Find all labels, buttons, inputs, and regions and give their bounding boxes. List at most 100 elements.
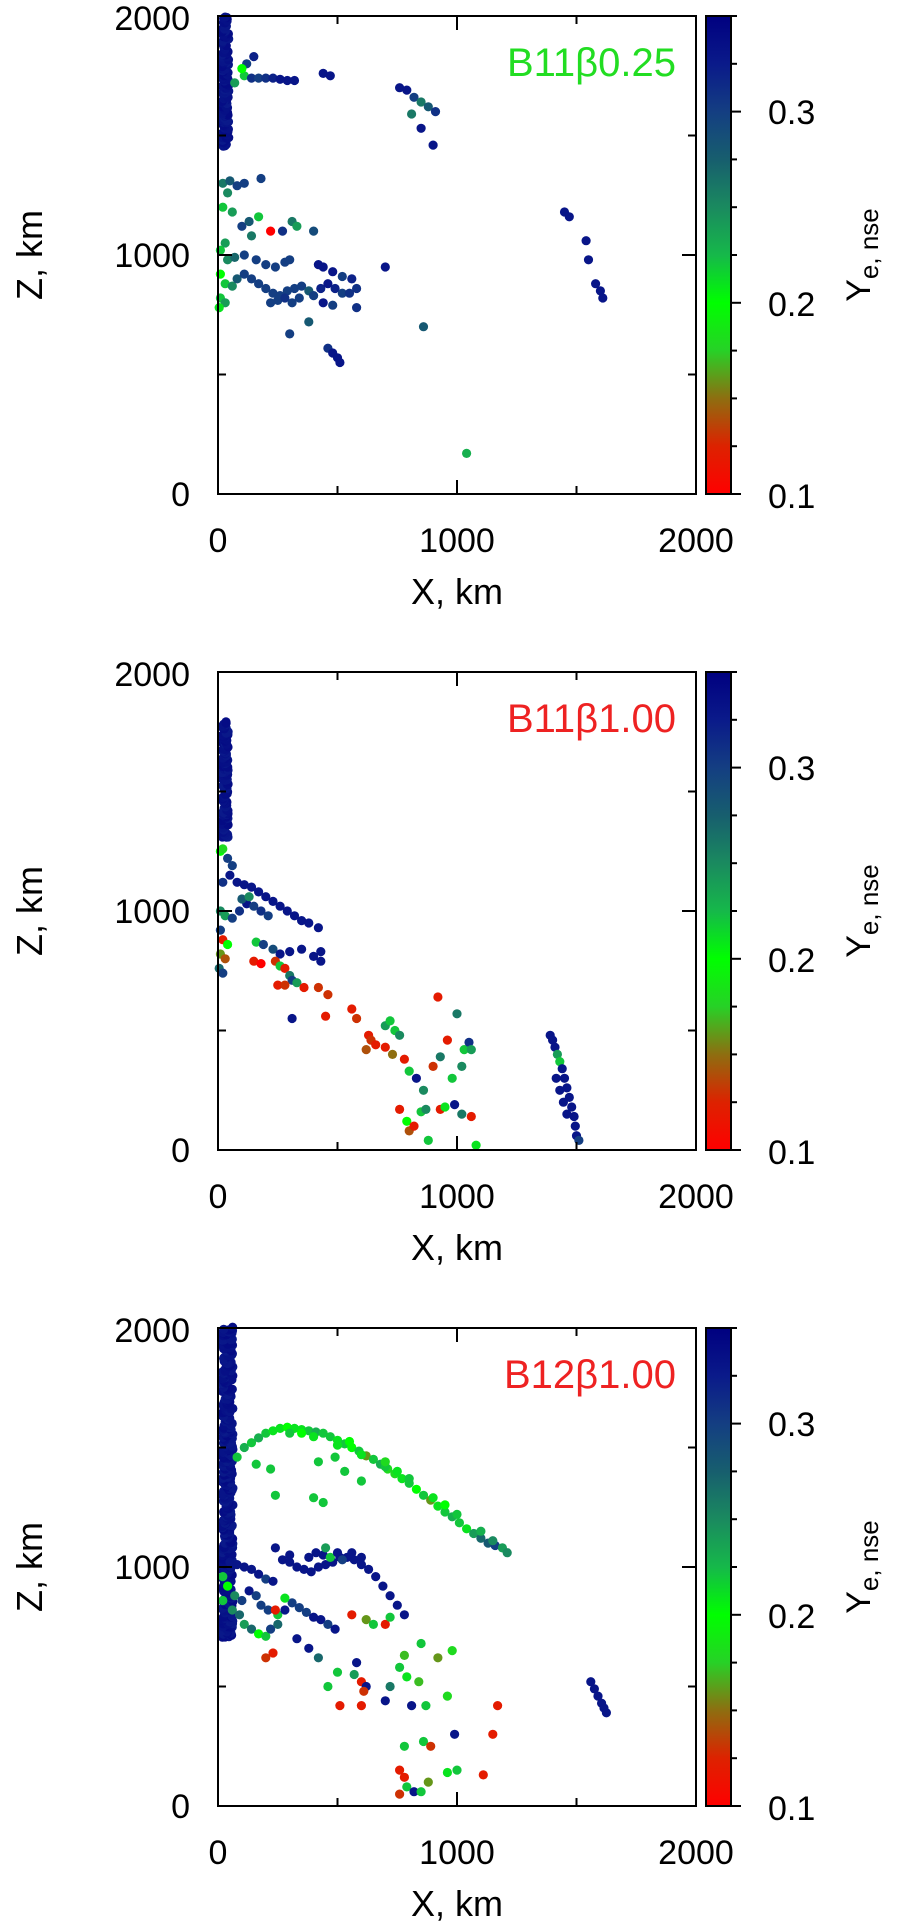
data-point [442, 1035, 452, 1045]
data-point [411, 1073, 421, 1083]
data-point [232, 1560, 242, 1570]
data-point [591, 279, 601, 289]
data-point [263, 1605, 273, 1615]
data-point [581, 236, 591, 246]
data-point [268, 944, 278, 954]
data-point [428, 1493, 438, 1503]
data-point [402, 1672, 412, 1682]
data-point [418, 322, 429, 332]
data-point [402, 1782, 412, 1792]
data-point [280, 1593, 290, 1603]
colorbar-tick-label: 0.2 [768, 942, 815, 980]
data-point [395, 1789, 405, 1799]
data-point [321, 1011, 331, 1021]
data-point [304, 1552, 314, 1562]
panel-title: B12β1.00 [504, 1353, 676, 1397]
data-point [220, 12, 230, 22]
data-point [218, 844, 228, 854]
data-point [294, 1603, 304, 1613]
data-point [352, 283, 362, 294]
data-point [457, 1061, 467, 1071]
data-point [285, 255, 295, 265]
colorbar-tick-label: 0.1 [768, 1134, 815, 1172]
data-point [239, 178, 249, 188]
panel-b11-beta025: B11β0.25 2000 1000 0 0 1000 2000 X, km Z… [9, 0, 884, 612]
data-point [404, 1474, 414, 1484]
data-point [254, 887, 264, 897]
data-point [442, 1691, 452, 1701]
data-point [299, 1564, 309, 1574]
data-point [268, 73, 278, 83]
data-point [306, 1567, 316, 1577]
data-point [292, 1562, 302, 1572]
data-point [559, 1073, 570, 1083]
data-point [220, 279, 230, 289]
data-point [488, 1536, 498, 1546]
data-point [601, 1708, 612, 1718]
data-point [246, 882, 257, 892]
data-point [325, 1432, 335, 1442]
data-point [469, 1528, 479, 1539]
data-point [294, 293, 304, 303]
data-point [254, 73, 264, 83]
data-point [318, 262, 328, 272]
data-point [466, 1045, 476, 1055]
data-point [378, 1581, 388, 1591]
data-point [239, 1619, 249, 1629]
data-point [409, 1121, 419, 1131]
data-point [244, 216, 254, 227]
axis-ticks [217, 671, 697, 1151]
data-point [352, 303, 362, 313]
data-point [335, 357, 345, 368]
x-tick-label: 2000 [658, 1178, 734, 1216]
data-point [452, 1765, 462, 1775]
y-tick-label: 2000 [114, 1312, 190, 1350]
data-point [347, 1610, 357, 1620]
data-point [270, 1490, 280, 1500]
data-point [220, 954, 230, 964]
data-point [285, 1428, 295, 1438]
data-point [277, 226, 288, 236]
data-point [261, 260, 271, 270]
data-point [246, 231, 257, 241]
data-point [454, 1518, 464, 1528]
data-point [313, 982, 323, 993]
data-point [249, 901, 259, 911]
data-point [385, 1016, 395, 1026]
data-point [218, 202, 228, 212]
data-point [316, 947, 326, 957]
data-point [418, 1490, 429, 1500]
data-point [385, 1591, 395, 1601]
data-point [583, 255, 594, 265]
data-point [218, 1572, 228, 1582]
data-point [330, 1624, 340, 1634]
data-point [313, 1562, 323, 1572]
data-point [219, 1324, 229, 1334]
data-point [356, 1450, 366, 1460]
data-point [239, 269, 249, 279]
data-point [399, 1610, 409, 1620]
data-point [409, 1787, 419, 1797]
data-point [309, 1432, 319, 1442]
data-point [316, 1615, 326, 1625]
data-point [325, 71, 335, 81]
data-point [548, 1035, 558, 1045]
data-point [220, 911, 230, 921]
data-point [239, 1562, 249, 1572]
data-point [567, 1102, 577, 1112]
x-axis-label: X, km [411, 1227, 503, 1268]
data-point [256, 906, 266, 916]
data-point [421, 1701, 431, 1711]
data-point [234, 1610, 245, 1620]
data-point [493, 1701, 503, 1711]
colorbar [706, 672, 731, 1150]
data-point [251, 937, 261, 947]
data-point [340, 1466, 350, 1476]
data-point [261, 1631, 271, 1641]
y-tick-label: 0 [171, 1132, 190, 1170]
data-point [230, 252, 240, 262]
data-point [402, 85, 412, 95]
data-point [402, 1116, 412, 1126]
colorbar-ticks [731, 15, 741, 495]
data-point [399, 1650, 409, 1660]
